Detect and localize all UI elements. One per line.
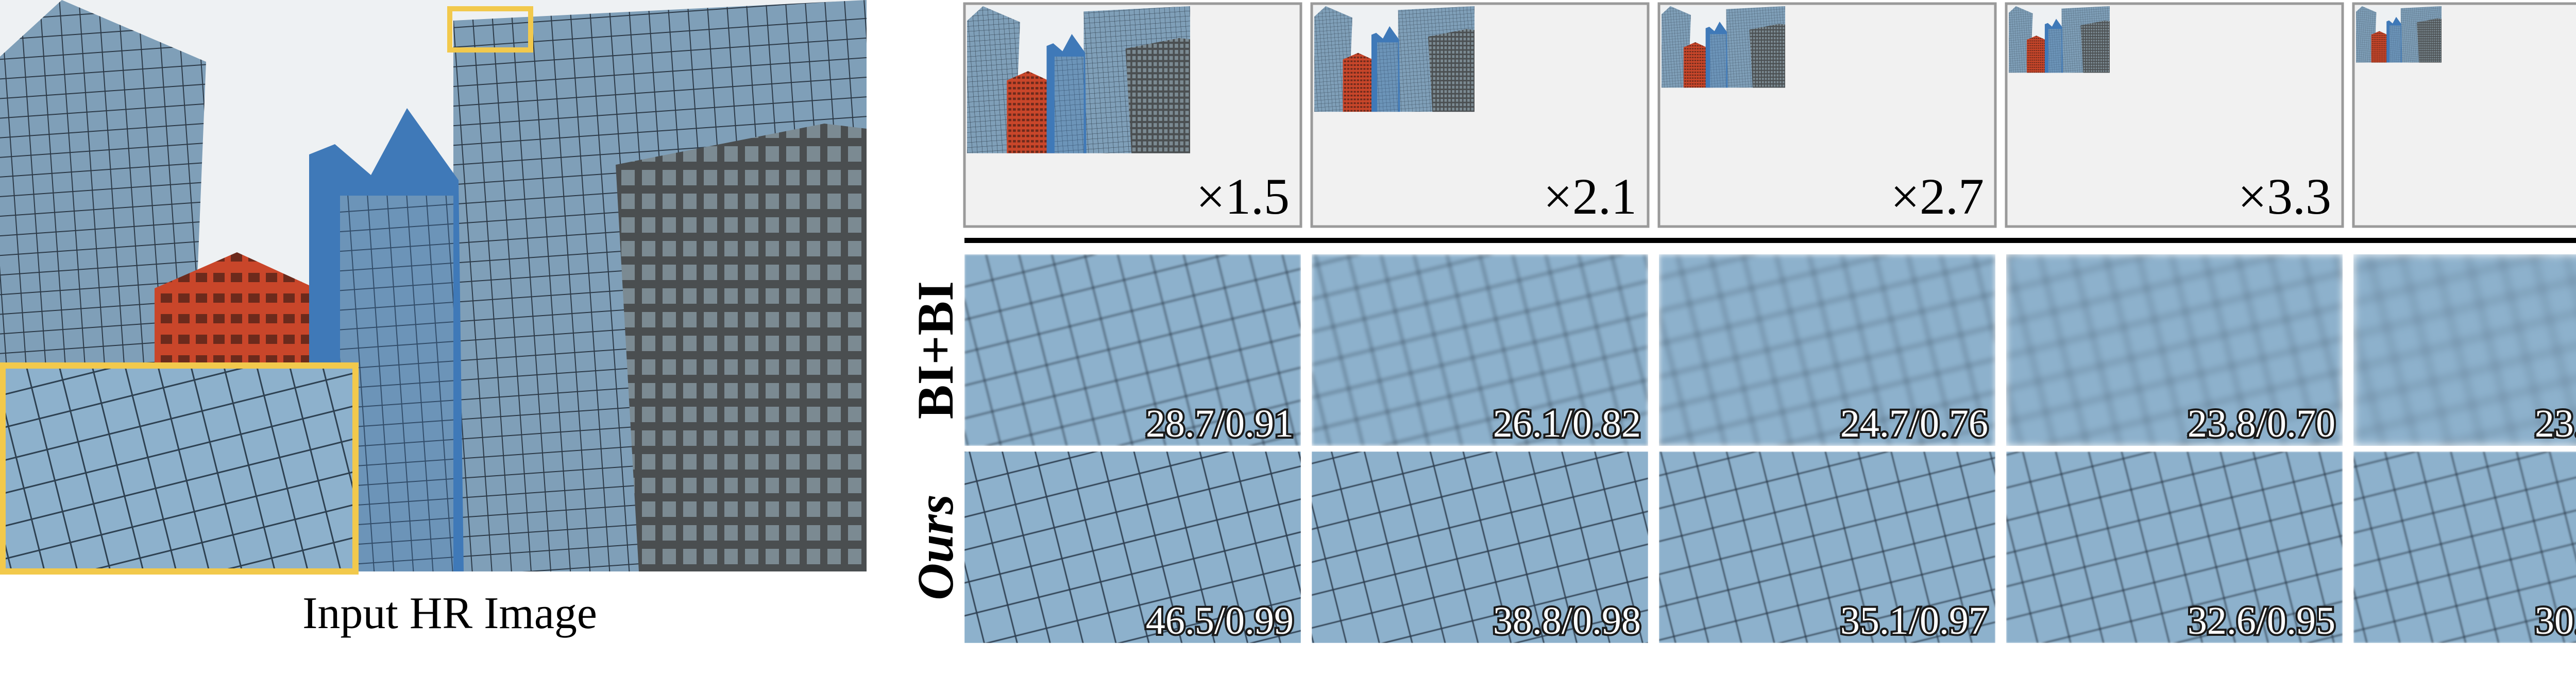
metric-label: 28.7/0.91 <box>1146 402 1294 445</box>
patch: 46.5/0.99 <box>964 452 1301 645</box>
scale-label: ×2.7 <box>1891 168 1984 225</box>
patch: 28.7/0.91 <box>964 254 1301 447</box>
metric-label: 46.5/0.99 <box>1146 599 1294 643</box>
scale-arrow <box>964 238 2576 243</box>
scale-thumbnail: ×2.1 <box>1310 2 1650 228</box>
scale-label: ×2.1 <box>1544 168 1637 225</box>
metric-label: 26.1/0.82 <box>1493 402 1641 445</box>
patch: 35.1/0.97 <box>1659 452 1995 645</box>
metric-label: 32.6/0.95 <box>2188 599 2335 643</box>
row-label: Ours <box>907 494 964 600</box>
input-image <box>0 0 867 575</box>
scale-thumbnail: ×1.5 <box>963 2 1302 228</box>
patch: 38.8/0.98 <box>1312 452 1648 645</box>
input-caption: Input HR Image <box>302 588 597 638</box>
metric-label: 24.7/0.76 <box>1840 402 1988 445</box>
scale-thumbnail: ×2.7 <box>1657 2 1997 228</box>
patch: 24.7/0.76 <box>1659 254 1995 447</box>
patch: 32.6/0.95 <box>2006 452 2343 645</box>
metric-label: 23.8/0.70 <box>2188 402 2335 445</box>
metric-label: 35.1/0.97 <box>1840 599 1988 643</box>
row-label: BI+BI <box>907 281 964 419</box>
patch: 26.1/0.82 <box>1312 254 1648 447</box>
scale-label: ×3.3 <box>2238 168 2331 225</box>
scale-label: ×1.5 <box>1196 168 1290 225</box>
scale-thumbnail: ×3.3 <box>2005 2 2344 228</box>
metric-label: 23.2/0.66 <box>2535 402 2576 445</box>
scale-thumbnail: ×3.9 <box>2352 2 2576 228</box>
patch: 23.2/0.66 <box>2353 254 2576 447</box>
metric-label: 30.7/0.93 <box>2535 599 2576 643</box>
metric-label: 38.8/0.98 <box>1493 599 1641 643</box>
patch: 23.8/0.70 <box>2006 254 2343 447</box>
patch: 30.7/0.93 <box>2353 452 2576 645</box>
